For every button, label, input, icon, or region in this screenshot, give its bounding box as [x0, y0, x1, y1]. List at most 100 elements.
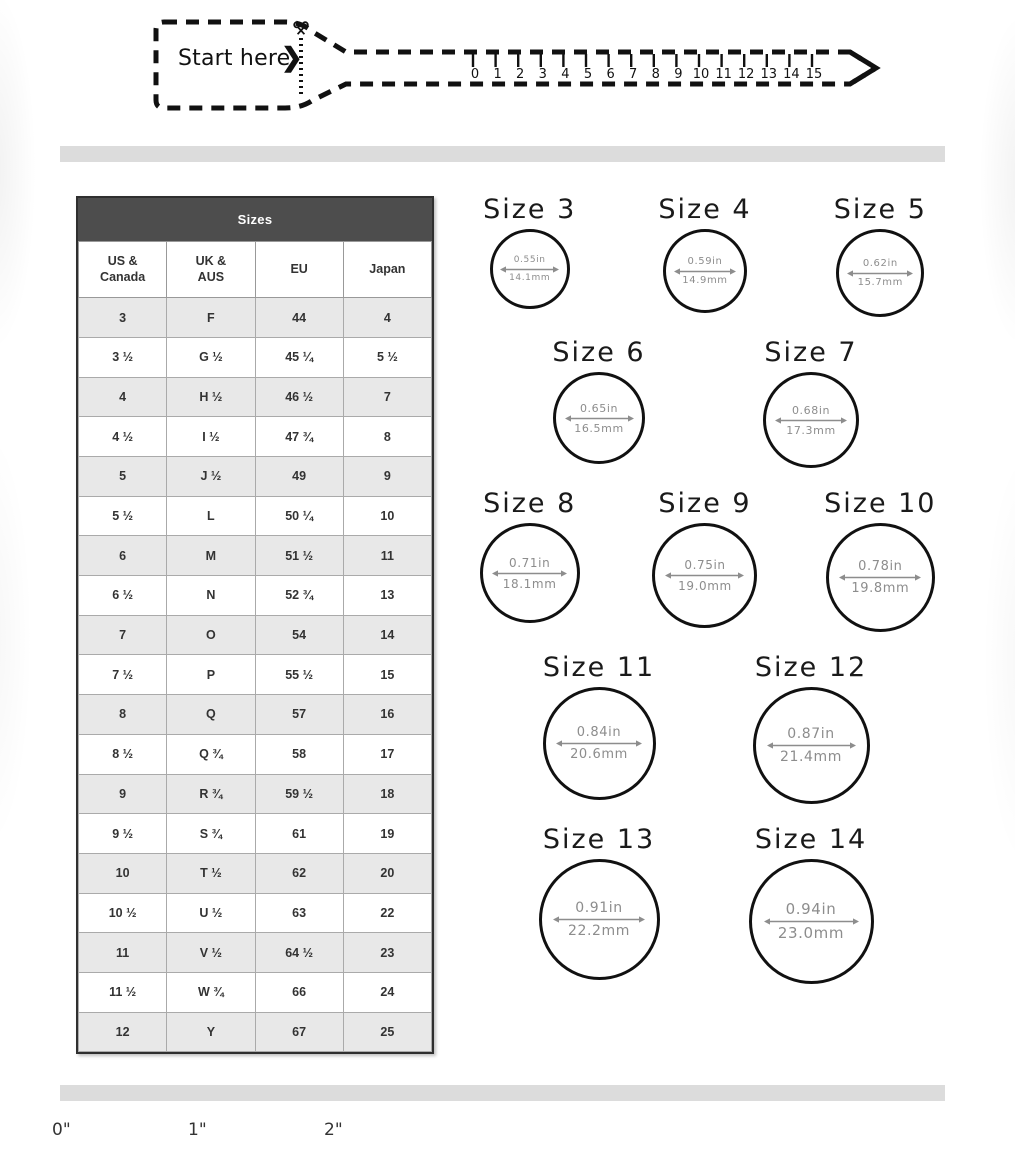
ring-diameter-inches: 0.62in — [862, 257, 898, 269]
table-cell: 10 — [77, 852, 168, 894]
table-cell: 19 — [342, 813, 433, 854]
table-cell: 24 — [342, 971, 433, 1013]
table-cell: F — [166, 297, 256, 338]
ruler-tick-label: 12 — [737, 67, 755, 82]
table-cell: 45 ¼ — [254, 336, 344, 378]
table-cell: 8 — [342, 416, 433, 457]
ring-circle-outline: 0.65in 16.5mm — [553, 372, 645, 464]
ring-diameter-mm: 20.6mm — [570, 747, 628, 762]
diameter-arrow-icon — [492, 569, 568, 578]
table-cell: R ¾ — [166, 773, 256, 815]
ring-diameter-inches: 0.87in — [787, 726, 835, 742]
table-cell: L — [166, 495, 256, 537]
table-cell: M — [166, 535, 256, 577]
table-cell: 7 — [77, 614, 168, 656]
table-cell: 47 ¾ — [254, 416, 344, 457]
table-row: 6 ½ N 52 ¾ 13 — [77, 575, 433, 616]
diameter-arrow-icon — [839, 573, 922, 582]
section-divider-top — [60, 146, 945, 162]
ruler-tick-label: 5 — [583, 67, 593, 82]
ruler-tick-label: 7 — [629, 67, 638, 82]
ring-diameter-inches: 0.71in — [509, 555, 551, 570]
ring-circle-outline: 0.75in 19.0mm — [652, 523, 758, 628]
table-cell: T ½ — [166, 852, 256, 894]
table-cell: N — [166, 575, 256, 616]
ring-size-card: Size 8 0.71in 18.1mm — [460, 490, 599, 632]
inch-ruler-label: 2" — [324, 1120, 343, 1140]
ring-size-card: Size 14 0.94in 23.0mm — [736, 826, 886, 984]
ruler-tick-label: 9 — [674, 67, 683, 82]
ruler-ticks — [471, 54, 814, 67]
table-cell: J ½ — [166, 456, 256, 497]
diameter-arrow-icon — [847, 269, 914, 278]
table-cell: P — [166, 654, 256, 696]
ring-size-card: Size 7 0.68in 17.3mm — [736, 339, 886, 468]
table-row: 7 ½ P 55 ½ 15 — [77, 654, 433, 696]
table-cell: 52 ¾ — [254, 575, 344, 616]
table-cell: 6 — [77, 535, 168, 577]
ruler-tick-label: 0 — [470, 67, 480, 82]
table-cell: 5 ½ — [77, 495, 168, 537]
table-cell: 11 — [342, 535, 433, 577]
ruler-tick-label: 2 — [516, 67, 525, 82]
bottom-inch-ruler: 0" 1" 2" — [52, 1120, 552, 1150]
ruler-tick-label: 4 — [561, 67, 570, 82]
ring-circle-outline: 0.84in 20.6mm — [542, 687, 656, 800]
table-cell: 58 — [254, 733, 344, 775]
ring-size-title: Size 10 — [824, 488, 937, 519]
ring-diameter-mm: 15.7mm — [857, 276, 903, 288]
table-cell: 62 — [254, 852, 344, 894]
sizer-strip-outline — [153, 19, 881, 111]
diameter-arrow-icon — [500, 265, 560, 274]
table-cell: 59 ½ — [254, 773, 344, 815]
ring-diameter-inches: 0.68in — [791, 403, 831, 417]
ring-size-title: Size 13 — [542, 824, 656, 855]
ruler-tick-label: 11 — [715, 67, 732, 82]
ring-size-card: Size 9 0.75in 19.0mm — [635, 490, 774, 632]
table-cell: 5 — [77, 456, 168, 497]
ring-size-card: Size 12 0.87in 21.4mm — [736, 654, 886, 804]
ring-size-card: Size 11 0.84in 20.6mm — [524, 654, 674, 804]
ring-size-title: Size 6 — [552, 337, 646, 368]
ring-row: Size 6 0.65in 16.5mm Size 7 0.68in 17.3mm — [460, 339, 950, 468]
ruler-tick-label: 8 — [651, 67, 660, 82]
table-cell: O — [166, 614, 256, 656]
ring-diameter-inches: 0.59in — [687, 255, 723, 267]
ring-size-title: Size 8 — [483, 488, 577, 519]
table-cell: 55 ½ — [254, 654, 344, 696]
table-cell: 4 ½ — [77, 416, 168, 457]
table-row: 10 T ½ 62 20 — [77, 852, 433, 894]
ring-diameter-inches: 0.91in — [575, 900, 623, 916]
ring-row: Size 13 0.91in 22.2mm Size 14 0.94in 23.0mm — [460, 826, 950, 984]
ring-circle-outline: 0.78in 19.8mm — [825, 523, 935, 632]
table-cell: 12 — [77, 1011, 168, 1053]
inch-ruler-label: 0" — [52, 1120, 71, 1140]
diameter-arrow-icon — [556, 739, 642, 748]
ruler-tick-label: 15 — [805, 67, 823, 82]
ring-row: Size 3 0.55in 14.1mm Size 4 0.59in 14.9mm Size… — [460, 196, 950, 317]
table-cell: 57 — [254, 694, 344, 735]
diameter-arrow-icon — [673, 267, 736, 276]
diameter-arrow-icon — [553, 915, 645, 924]
page-edge-shadow-right — [973, 0, 1015, 1137]
table-cell: 7 — [342, 376, 433, 418]
ruler-tick-label: 6 — [606, 67, 615, 82]
table-cell: 4 — [77, 376, 168, 418]
ruler-tick-label: 3 — [538, 67, 547, 82]
diameter-arrow-icon — [763, 917, 859, 926]
ring-size-card: Size 4 0.59in 14.9mm — [635, 196, 774, 317]
table-column-header: Japan — [342, 240, 433, 299]
ring-size-title: Size 11 — [542, 652, 656, 683]
table-cell: G ½ — [166, 336, 256, 378]
table-title: Sizes — [78, 198, 432, 241]
ring-row: Size 11 0.84in 20.6mm Size 12 0.87in 21.4mm — [460, 654, 950, 804]
table-cell: Y — [166, 1011, 256, 1053]
